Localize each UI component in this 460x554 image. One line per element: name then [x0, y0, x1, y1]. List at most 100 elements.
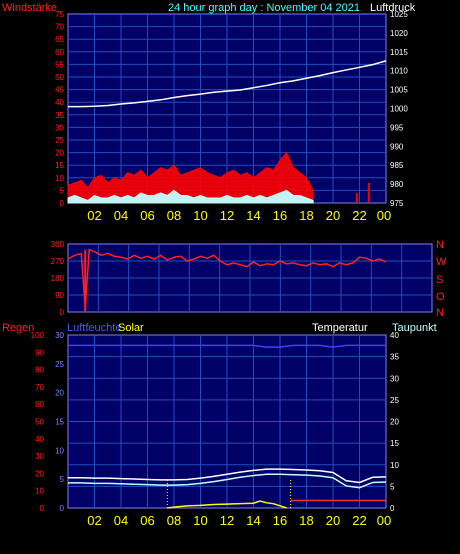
luftfeuchte-line [68, 344, 386, 348]
x-tick-label: 08 [167, 208, 181, 223]
rain-tick-label: 10 [55, 446, 64, 455]
x-tick-label: 02 [87, 208, 101, 223]
left-tick-label: 45 [55, 86, 64, 95]
solar-line [167, 500, 287, 509]
right-tick-label: 35 [390, 353, 399, 362]
rain-tick-label: 5 [60, 475, 65, 484]
left-tick-label: 90 [35, 348, 44, 357]
compass-label: S [436, 274, 443, 286]
right-tick-label: 25 [390, 396, 399, 405]
x-tick-label: 08 [167, 513, 181, 528]
legend-solar: Solar [118, 322, 144, 334]
left-tick-label: 10 [55, 174, 64, 183]
left-tick-label: 60 [35, 400, 44, 409]
right-tick-label: 10 [390, 461, 399, 470]
x-tick-label: 10 [193, 208, 207, 223]
x-tick-label: 22 [352, 513, 366, 528]
right-tick-label: 5 [390, 482, 395, 491]
x-tick-label: 00 [377, 208, 391, 223]
rain-tick-label: 15 [55, 418, 64, 427]
left-tick-label: 0 [40, 504, 45, 513]
left-tick-label: 20 [35, 469, 44, 478]
compass-label: O [436, 291, 445, 303]
left-tick-label: 5 [60, 186, 65, 195]
left-tick-label: 35 [55, 111, 64, 120]
left-tick-label: 180 [51, 274, 65, 283]
x-tick-label: 12 [220, 513, 234, 528]
right-tick-label: 975 [390, 199, 404, 208]
panel3-legend: Regen Luftfeuchte Solar Temperatur Taupu… [2, 322, 437, 334]
right-tick-label: 1000 [390, 105, 408, 114]
left-tick-label: 80 [35, 366, 44, 375]
left-tick-label: 50 [35, 418, 44, 427]
x-tick-label: 20 [326, 208, 340, 223]
left-tick-label: 70 [35, 383, 44, 392]
left-tick-label: 15 [55, 161, 64, 170]
left-tick-label: 360 [51, 240, 65, 249]
rain-tick-label: 0 [60, 504, 65, 513]
left-tick-label: 30 [35, 452, 44, 461]
right-tick-label: 30 [390, 374, 399, 383]
x-tick-label: 18 [299, 208, 313, 223]
right-tick-label: 1010 [390, 67, 408, 76]
x-tick-label: 02 [87, 513, 101, 528]
wind-area [67, 189, 314, 204]
chart-title: 24 hour graph day : November 04 2021 [168, 2, 360, 14]
right-tick-label: 995 [390, 123, 404, 132]
right-tick-label: 40 [390, 331, 399, 340]
left-tick-label: 70 [55, 23, 64, 32]
x-tick-label: 04 [114, 208, 128, 223]
gust-area [67, 151, 314, 204]
right-tick-label: 20 [390, 418, 399, 427]
left-tick-label: 50 [55, 73, 64, 82]
left-tick-label: 20 [55, 149, 64, 158]
left-tick-label: 0 [60, 199, 65, 208]
legend-regen: Regen [2, 322, 34, 334]
right-tick-label: 1015 [390, 48, 408, 57]
x-tick-label: 16 [273, 513, 287, 528]
x-tick-label: 14 [246, 513, 260, 528]
compass-label: W [436, 256, 447, 268]
rain-tick-label: 20 [55, 389, 64, 398]
temperatur-line [68, 468, 387, 484]
x-tick-label: 06 [140, 513, 154, 528]
left-tick-label: 65 [55, 35, 64, 44]
temperature-humidity-panel: 0102030405060708090100051015202530051015… [31, 331, 400, 528]
rain-tick-label: 30 [55, 331, 64, 340]
left-tick-label: 75 [55, 10, 64, 19]
right-tick-label: 1005 [390, 86, 408, 95]
rain-tick-label: 25 [55, 360, 64, 369]
legend-temperatur: Temperatur [312, 322, 368, 334]
compass-label: N [436, 239, 444, 251]
left-tick-label: 25 [55, 136, 64, 145]
wind-axis-title: Windstärke [2, 2, 57, 14]
left-tick-label: 10 [35, 487, 44, 496]
left-tick-label: 0 [60, 308, 65, 317]
right-tick-label: 15 [390, 439, 399, 448]
left-tick-label: 55 [55, 60, 64, 69]
left-tick-label: 100 [31, 331, 45, 340]
x-tick-label: 14 [246, 208, 260, 223]
x-tick-label: 12 [220, 208, 234, 223]
wind-pressure-panel: 0510152025303540455055606570759759809859… [55, 10, 408, 223]
left-tick-label: 270 [51, 257, 65, 266]
x-tick-label: 16 [273, 208, 287, 223]
x-tick-label: 06 [140, 208, 154, 223]
x-tick-label: 00 [377, 513, 391, 528]
pressure-line [68, 60, 387, 108]
left-tick-label: 30 [55, 123, 64, 132]
legend-luftfeuchte: Luftfeuchte [67, 322, 121, 334]
right-tick-label: 0 [390, 504, 395, 513]
right-tick-label: 1025 [390, 10, 408, 19]
x-tick-label: 22 [352, 208, 366, 223]
right-tick-label: 985 [390, 161, 404, 170]
left-tick-label: 60 [55, 48, 64, 57]
taupunkt-line [68, 473, 387, 489]
right-tick-label: 1020 [390, 29, 408, 38]
x-tick-label: 20 [326, 513, 340, 528]
x-tick-label: 10 [193, 513, 207, 528]
x-tick-label: 18 [299, 513, 313, 528]
legend-taupunkt: Taupunkt [392, 322, 437, 334]
